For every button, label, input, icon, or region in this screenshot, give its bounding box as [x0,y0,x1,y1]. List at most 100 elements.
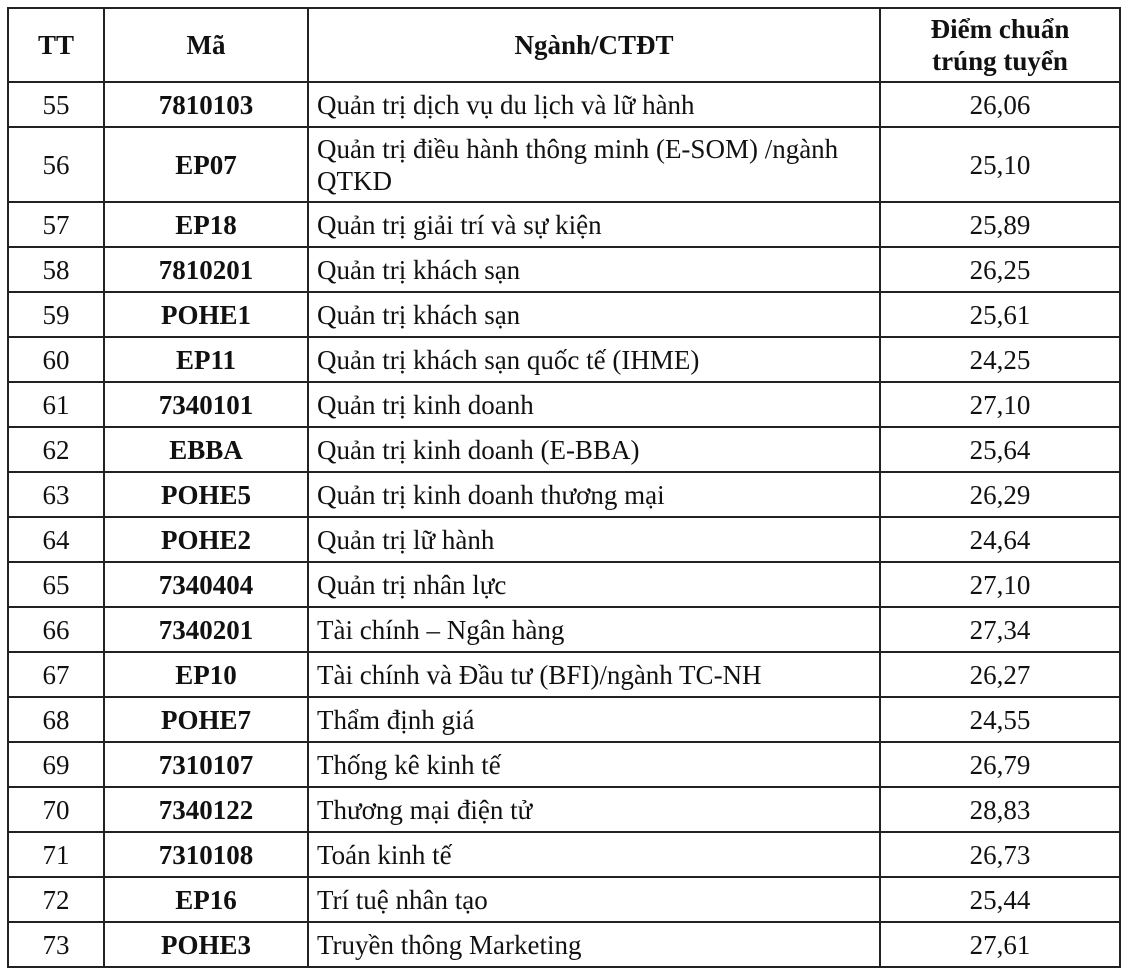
header-ma: Mã [103,7,309,83]
cell-diem: 26,73 [879,831,1121,878]
cell-ma: 7340122 [103,786,309,833]
cell-tt: 61 [7,381,105,428]
cell-nganh: Truyền thông Marketing [307,921,881,968]
header-nganh: Ngành/CTĐT [307,7,881,83]
cell-tt: 68 [7,696,105,743]
cell-diem: 24,55 [879,696,1121,743]
cell-nganh: Thống kê kinh tế [307,741,881,788]
cell-nganh: Tài chính và Đầu tư (BFI)/ngành TC-NH [307,651,881,698]
cell-diem: 26,79 [879,741,1121,788]
cell-diem: 25,10 [879,126,1121,203]
cell-tt: 66 [7,606,105,653]
cell-nganh: Trí tuệ nhân tạo [307,876,881,923]
cell-nganh: Quản trị kinh doanh (E-BBA) [307,426,881,473]
cell-nganh: Quản trị kinh doanh thương mại [307,471,881,518]
cell-tt: 55 [7,81,105,128]
table-row: 66 7340201 Tài chính – Ngân hàng 27,34 [7,606,1121,653]
cell-diem: 27,61 [879,921,1121,968]
table-row: 68 POHE7 Thẩm định giá 24,55 [7,696,1121,743]
cell-nganh: Quản trị điều hành thông minh (E-SOM) /n… [307,126,881,203]
cell-tt: 73 [7,921,105,968]
admission-scores-table: TT Mã Ngành/CTĐT Điểm chuẩn trúng tuyển 5… [7,7,1121,968]
cell-ma: EBBA [103,426,309,473]
cell-nganh: Quản trị nhân lực [307,561,881,608]
table-row: 67 EP10 Tài chính và Đầu tư (BFI)/ngành TC… [7,651,1121,698]
table-row: 71 7310108 Toán kinh tế 26,73 [7,831,1121,878]
cell-ma: 7810103 [103,81,309,128]
cell-tt: 71 [7,831,105,878]
cell-ma: 7340201 [103,606,309,653]
cell-ma: POHE5 [103,471,309,518]
table-row: 63 POHE5 Quản trị kinh doanh thương mại 26,… [7,471,1121,518]
cell-tt: 58 [7,246,105,293]
cell-ma: 7810201 [103,246,309,293]
cell-ma: 7340101 [103,381,309,428]
cell-tt: 70 [7,786,105,833]
cell-tt: 65 [7,561,105,608]
cell-nganh: Thương mại điện tử [307,786,881,833]
cell-tt: 69 [7,741,105,788]
cell-ma: POHE2 [103,516,309,563]
cell-nganh: Quản trị kinh doanh [307,381,881,428]
cell-diem: 28,83 [879,786,1121,833]
table-row: 70 7340122 Thương mại điện tử 28,83 [7,786,1121,833]
cell-nganh: Quản trị lữ hành [307,516,881,563]
cell-diem: 27,10 [879,381,1121,428]
cell-diem: 24,64 [879,516,1121,563]
cell-diem: 25,64 [879,426,1121,473]
cell-nganh: Quản trị giải trí và sự kiện [307,201,881,248]
cell-diem: 26,29 [879,471,1121,518]
cell-nganh: Quản trị khách sạn quốc tế (IHME) [307,336,881,383]
table-row: 59 POHE1 Quản trị khách sạn 25,61 [7,291,1121,338]
cell-tt: 56 [7,126,105,203]
cell-diem: 27,34 [879,606,1121,653]
table-row: 62 EBBA Quản trị kinh doanh (E-BBA) 25,64 [7,426,1121,473]
table-row: 61 7340101 Quản trị kinh doanh 27,10 [7,381,1121,428]
cell-ma: 7340404 [103,561,309,608]
cell-nganh: Quản trị dịch vụ du lịch và lữ hành [307,81,881,128]
cell-ma: 7310108 [103,831,309,878]
cell-tt: 59 [7,291,105,338]
cell-tt: 67 [7,651,105,698]
cell-tt: 63 [7,471,105,518]
cell-diem: 25,44 [879,876,1121,923]
cell-diem: 24,25 [879,336,1121,383]
cell-ma: EP18 [103,201,309,248]
cell-nganh: Thẩm định giá [307,696,881,743]
cell-ma: 7310107 [103,741,309,788]
cell-diem: 26,25 [879,246,1121,293]
cell-ma: EP11 [103,336,309,383]
cell-diem: 27,10 [879,561,1121,608]
table-row: 73 POHE3 Truyền thông Marketing 27,61 [7,921,1121,968]
cell-diem: 25,89 [879,201,1121,248]
cell-tt: 62 [7,426,105,473]
table-row: 60 EP11 Quản trị khách sạn quốc tế (IHME) 2… [7,336,1121,383]
cell-ma: POHE7 [103,696,309,743]
cell-ma: EP07 [103,126,309,203]
table-row: 57 EP18 Quản trị giải trí và sự kiện 25,89 [7,201,1121,248]
table-row: 64 POHE2 Quản trị lữ hành 24,64 [7,516,1121,563]
cell-nganh: Quản trị khách sạn [307,246,881,293]
cell-tt: 60 [7,336,105,383]
cell-nganh: Quản trị khách sạn [307,291,881,338]
cell-tt: 72 [7,876,105,923]
cell-tt: 64 [7,516,105,563]
table-row: 72 EP16 Trí tuệ nhân tạo 25,44 [7,876,1121,923]
table-row: 65 7340404 Quản trị nhân lực 27,10 [7,561,1121,608]
cell-ma: EP10 [103,651,309,698]
table-row: 69 7310107 Thống kê kinh tế 26,79 [7,741,1121,788]
cell-ma: POHE3 [103,921,309,968]
cell-nganh: Tài chính – Ngân hàng [307,606,881,653]
cell-tt: 57 [7,201,105,248]
table-row: 55 7810103 Quản trị dịch vụ du lịch và lữ … [7,81,1121,128]
cell-ma: EP16 [103,876,309,923]
header-row: TT Mã Ngành/CTĐT Điểm chuẩn trúng tuyển [7,7,1121,83]
table-row: 56 EP07 Quản trị điều hành thông minh (E-S… [7,126,1121,203]
header-diem: Điểm chuẩn trúng tuyển [879,7,1121,83]
table-row: 58 7810201 Quản trị khách sạn 26,25 [7,246,1121,293]
cell-diem: 25,61 [879,291,1121,338]
cell-diem: 26,27 [879,651,1121,698]
cell-ma: POHE1 [103,291,309,338]
cell-diem: 26,06 [879,81,1121,128]
header-tt: TT [7,7,105,83]
